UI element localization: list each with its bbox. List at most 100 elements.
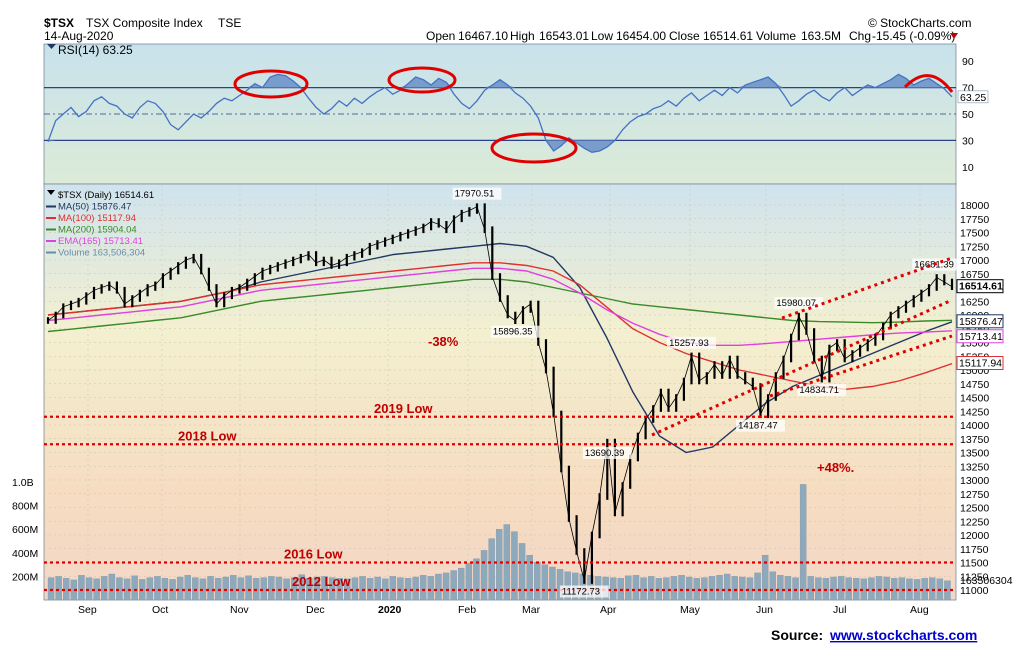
low-label: Low bbox=[591, 29, 613, 43]
close-value: 16514.61 bbox=[703, 29, 753, 43]
volume-bar bbox=[374, 576, 381, 601]
price-annotation: 15896.35 bbox=[493, 327, 533, 338]
ma100-line bbox=[47, 262, 953, 391]
high-value: 16543.01 bbox=[539, 29, 589, 43]
volume-tick-label: 800M bbox=[12, 501, 38, 513]
volume-label: Volume bbox=[756, 29, 796, 43]
volume-bar bbox=[420, 575, 427, 601]
volume-bar bbox=[458, 567, 465, 601]
volume-bar bbox=[328, 577, 336, 601]
volume-bar bbox=[632, 575, 640, 601]
volume-bar bbox=[640, 577, 647, 601]
volume-bar bbox=[450, 570, 457, 601]
volume-bar bbox=[275, 576, 283, 601]
month-tick-label: Aug bbox=[910, 604, 929, 616]
rsi-highlights bbox=[233, 66, 954, 164]
rsi-top-arc bbox=[903, 74, 954, 93]
chg-down-icon bbox=[950, 33, 958, 39]
volume-bar bbox=[761, 555, 769, 601]
legend-entry: MA(200) 15904.04 bbox=[58, 225, 137, 236]
rsi-tick-label: 30 bbox=[962, 135, 974, 147]
price-tick-label: 16750 bbox=[960, 269, 989, 281]
price-tick-label: 17500 bbox=[960, 228, 989, 240]
right-value-box bbox=[956, 314, 1004, 329]
price-annotation: 17970.51 bbox=[455, 189, 495, 200]
volume-tick-label: 600M bbox=[12, 524, 38, 536]
support-level-label: 2012 Low bbox=[292, 574, 351, 589]
rsi-overbought-fill bbox=[247, 74, 945, 88]
price-series bbox=[46, 203, 954, 584]
volume-bar bbox=[47, 577, 55, 601]
right-value-label: 15117.94 bbox=[959, 358, 1002, 370]
trend-channel bbox=[651, 256, 953, 437]
rsi-tick-label: 50 bbox=[962, 109, 974, 121]
price-annotation: 13690.39 bbox=[585, 448, 625, 459]
volume-bar bbox=[131, 575, 138, 601]
price-tick-label: 13000 bbox=[960, 475, 989, 487]
annotation-bg bbox=[452, 187, 502, 200]
low-value: 16454.00 bbox=[616, 29, 666, 43]
volume-bar bbox=[184, 575, 191, 601]
price-tick-label: 17000 bbox=[960, 255, 989, 267]
volume-bar bbox=[929, 577, 936, 601]
volume-bar bbox=[85, 577, 93, 601]
legend-entry: MA(100) 15117.94 bbox=[58, 213, 136, 224]
volume-bar bbox=[701, 577, 708, 601]
price-annotation: 15257.93 bbox=[669, 338, 709, 349]
open-label: Open bbox=[426, 29, 455, 43]
price-tick-label: 14500 bbox=[960, 393, 989, 405]
legend-entry: MA(50) 15876.47 bbox=[58, 202, 131, 213]
trend-line-lower bbox=[651, 298, 953, 437]
price-annotation: 11172.73 bbox=[562, 586, 600, 597]
rsi-oversold-fill bbox=[48, 140, 615, 153]
price-tick-label: 14000 bbox=[960, 420, 989, 432]
volume-bar bbox=[222, 576, 229, 601]
rsi-overbought-circle-1 bbox=[233, 69, 309, 99]
right-value-label: 15876.47 bbox=[959, 316, 1003, 328]
trend-line-upper bbox=[781, 256, 953, 320]
price-tick-label: 11000 bbox=[960, 585, 989, 597]
price-tick-label: 12500 bbox=[960, 503, 989, 515]
volume-bar bbox=[898, 577, 906, 601]
ohlc-readout: Open 16467.10 High 16543.01 Low 16454.00… bbox=[426, 29, 958, 43]
rsi-last-value: 63.25 bbox=[960, 92, 986, 104]
volume-bar bbox=[496, 529, 503, 601]
volume-bar bbox=[716, 575, 723, 601]
volume-tick-label: 200M bbox=[12, 571, 38, 583]
volume-bar bbox=[549, 566, 556, 601]
support-level-label: 2016 Low bbox=[284, 547, 343, 562]
volume-bar bbox=[480, 550, 488, 601]
month-tick-label: Dec bbox=[306, 604, 325, 616]
annotation-bg bbox=[736, 419, 785, 432]
axis-ticks: 1800017750175001725017000167501650016250… bbox=[12, 200, 1013, 616]
month-tick-label: Oct bbox=[152, 604, 168, 616]
price-tick-label: 11250 bbox=[960, 571, 989, 583]
rsi-line bbox=[47, 73, 953, 153]
volume-bar bbox=[154, 576, 161, 601]
volume-bar bbox=[534, 562, 541, 601]
volume-bar bbox=[815, 577, 822, 601]
rsi-plot: 90 70 50 30 10 63.25 bbox=[44, 56, 989, 174]
annotation-bg bbox=[797, 384, 847, 397]
price-tick-label: 17250 bbox=[960, 241, 989, 253]
rsi-tick-label: 70 bbox=[962, 83, 974, 95]
price-tick-label: 12750 bbox=[960, 489, 989, 501]
annotation-bg bbox=[667, 336, 716, 349]
month-tick-label: Sep bbox=[78, 604, 97, 616]
source-link[interactable]: www.stockcharts.com bbox=[829, 627, 977, 643]
rsi-overbought-circle-2 bbox=[387, 66, 457, 94]
price-tick-label: 17750 bbox=[960, 214, 989, 226]
support-level-label: 2018 Low bbox=[178, 428, 237, 443]
month-tick-label: 2020 bbox=[378, 604, 402, 616]
volume-bar bbox=[518, 543, 526, 601]
price-annotation: 14187.47 bbox=[738, 421, 778, 432]
price-tick-label: 13750 bbox=[960, 434, 989, 446]
symbol-label: $TSX bbox=[44, 16, 74, 30]
price-tick-label: 18000 bbox=[960, 200, 989, 212]
ema165-line bbox=[47, 267, 953, 346]
volume-bar bbox=[108, 573, 116, 601]
volume-last-value: 163506304 bbox=[960, 575, 1013, 587]
volume-bar bbox=[465, 563, 473, 601]
volume-bar bbox=[708, 576, 716, 601]
volume-bar bbox=[192, 577, 199, 601]
